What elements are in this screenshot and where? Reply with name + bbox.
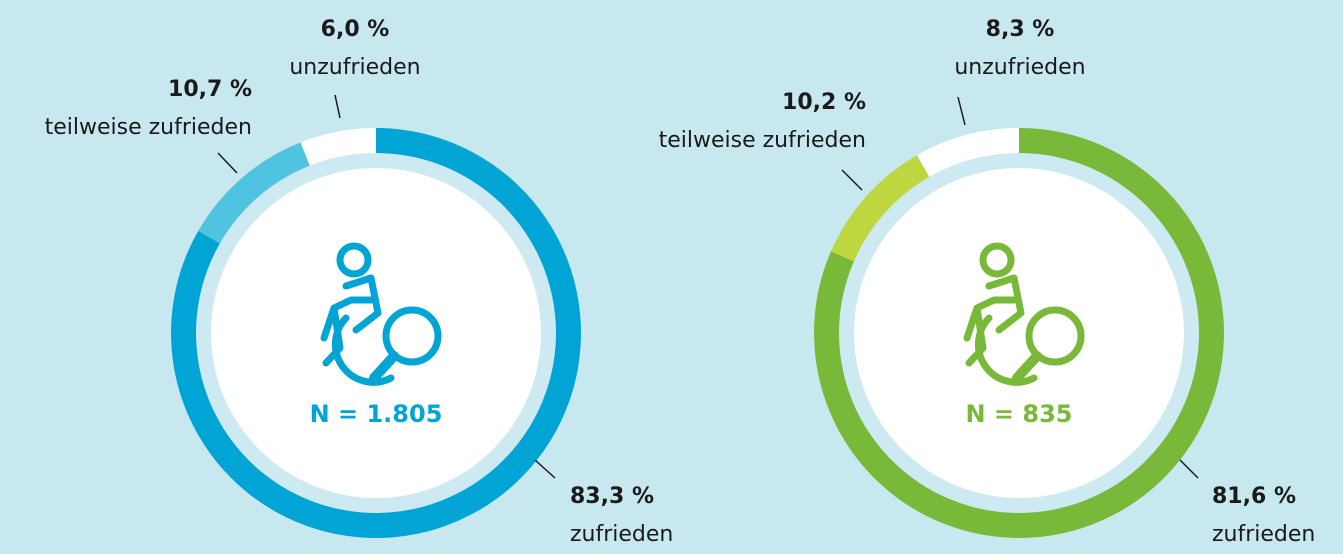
value-label: 10,2 % <box>782 90 866 115</box>
center-disc <box>211 168 541 498</box>
category-label: zufrieden <box>570 522 673 547</box>
category-label: unzufrieden <box>289 55 420 80</box>
leader-line <box>1179 459 1199 479</box>
icon <box>320 242 442 386</box>
icon-body <box>320 274 382 367</box>
icon-wheel <box>331 314 395 386</box>
value-label: 10,7 % <box>168 77 252 102</box>
icon-body <box>963 274 1025 367</box>
category-label: teilweise zufrieden <box>45 115 252 140</box>
center-disc <box>854 168 1184 498</box>
leader-line <box>334 94 341 119</box>
donut-segment <box>300 128 376 166</box>
donut-segment <box>198 142 310 244</box>
donut-segment <box>916 128 1019 177</box>
icon <box>963 242 1085 386</box>
value-label: 81,6 % <box>1212 484 1296 509</box>
leader-line <box>957 96 966 126</box>
leader-line <box>217 152 238 174</box>
value-label: 83,3 % <box>570 484 654 509</box>
center-label: N = 835 <box>965 400 1072 428</box>
icon-wheel <box>974 314 1038 386</box>
value-label: 6,0 % <box>321 17 390 42</box>
icon-lens <box>382 306 442 366</box>
center-label: N = 1.805 <box>310 400 443 428</box>
icon-handle <box>1012 351 1042 383</box>
category-label: unzufrieden <box>954 55 1085 80</box>
icon-head <box>336 242 372 278</box>
donut-segment <box>830 155 930 262</box>
leader-line <box>534 459 556 479</box>
category-label: teilweise zufrieden <box>659 128 866 153</box>
icon-head <box>979 242 1015 278</box>
icon-handle <box>369 351 399 383</box>
value-label: 8,3 % <box>986 17 1055 42</box>
category-label: zufrieden <box>1212 522 1315 547</box>
leader-line <box>841 169 863 191</box>
icon-lens <box>1025 306 1085 366</box>
